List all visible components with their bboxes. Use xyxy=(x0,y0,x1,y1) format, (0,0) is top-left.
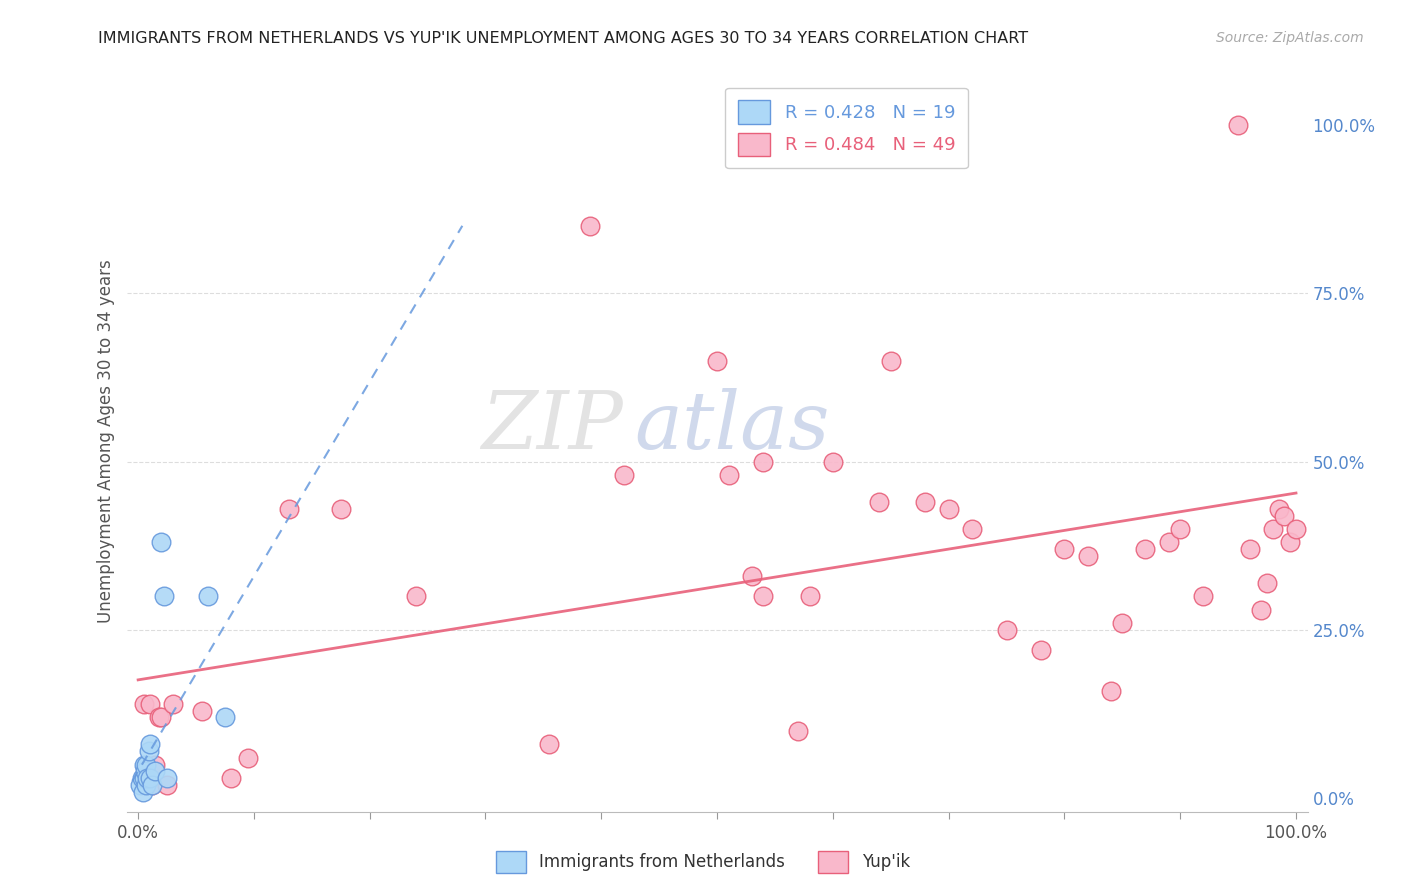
Point xyxy=(938,501,960,516)
Point xyxy=(329,501,352,516)
Point xyxy=(150,710,173,724)
Point xyxy=(995,623,1018,637)
Point xyxy=(799,590,821,604)
Point xyxy=(880,353,903,368)
Point xyxy=(132,784,155,798)
Point xyxy=(752,455,775,469)
Legend: Immigrants from Netherlands, Yup'ik: Immigrants from Netherlands, Yup'ik xyxy=(489,845,917,880)
Point xyxy=(135,778,157,792)
Text: ZIP: ZIP xyxy=(481,388,623,466)
Point xyxy=(405,590,427,604)
Point xyxy=(1099,683,1122,698)
Point xyxy=(1274,508,1296,523)
Point xyxy=(156,771,179,785)
Point xyxy=(706,353,728,368)
Point xyxy=(132,697,155,711)
Point xyxy=(152,590,174,604)
Point xyxy=(1157,535,1180,549)
Point xyxy=(1250,603,1272,617)
Point xyxy=(1053,542,1076,557)
Point xyxy=(191,704,214,718)
Point xyxy=(129,778,152,792)
Point xyxy=(141,778,163,792)
Point xyxy=(1192,590,1215,604)
Point xyxy=(717,468,740,483)
Point xyxy=(1279,535,1302,549)
Point xyxy=(787,723,810,738)
Point xyxy=(613,468,636,483)
Point xyxy=(150,535,173,549)
Point xyxy=(578,219,600,234)
Point xyxy=(214,710,236,724)
Point xyxy=(1135,542,1157,557)
Point xyxy=(131,771,153,785)
Point xyxy=(914,495,936,509)
Point xyxy=(136,771,159,785)
Point xyxy=(1031,643,1053,657)
Point xyxy=(1077,549,1099,563)
Text: atlas: atlas xyxy=(634,388,830,466)
Point xyxy=(145,757,167,772)
Point xyxy=(162,697,184,711)
Point xyxy=(145,764,167,779)
Point xyxy=(197,590,219,604)
Point xyxy=(1285,522,1308,536)
Point xyxy=(1227,118,1250,132)
Point xyxy=(141,778,163,792)
Point xyxy=(236,751,259,765)
Point xyxy=(1256,575,1278,590)
Text: IMMIGRANTS FROM NETHERLANDS VS YUP'IK UNEMPLOYMENT AMONG AGES 30 TO 34 YEARS COR: IMMIGRANTS FROM NETHERLANDS VS YUP'IK UN… xyxy=(98,31,1029,46)
Y-axis label: Unemployment Among Ages 30 to 34 years: Unemployment Among Ages 30 to 34 years xyxy=(97,260,115,624)
Point xyxy=(1261,522,1284,536)
Text: Source: ZipAtlas.com: Source: ZipAtlas.com xyxy=(1216,31,1364,45)
Point xyxy=(134,764,156,779)
Point xyxy=(135,757,157,772)
Point xyxy=(821,455,844,469)
Point xyxy=(138,738,160,752)
Point xyxy=(752,590,775,604)
Point xyxy=(538,738,561,752)
Point xyxy=(132,771,155,785)
Point xyxy=(741,569,763,583)
Point xyxy=(1239,542,1261,557)
Point xyxy=(138,771,160,785)
Point xyxy=(277,501,299,516)
Point xyxy=(138,744,160,758)
Point xyxy=(868,495,890,509)
Point xyxy=(1267,501,1289,516)
Point xyxy=(138,697,160,711)
Point xyxy=(148,710,170,724)
Point xyxy=(156,778,179,792)
Point xyxy=(960,522,983,536)
Legend: R = 0.428   N = 19, R = 0.484   N = 49: R = 0.428 N = 19, R = 0.484 N = 49 xyxy=(725,87,967,169)
Point xyxy=(219,771,242,785)
Point xyxy=(1111,616,1133,631)
Point xyxy=(132,757,155,772)
Point xyxy=(1168,522,1191,536)
